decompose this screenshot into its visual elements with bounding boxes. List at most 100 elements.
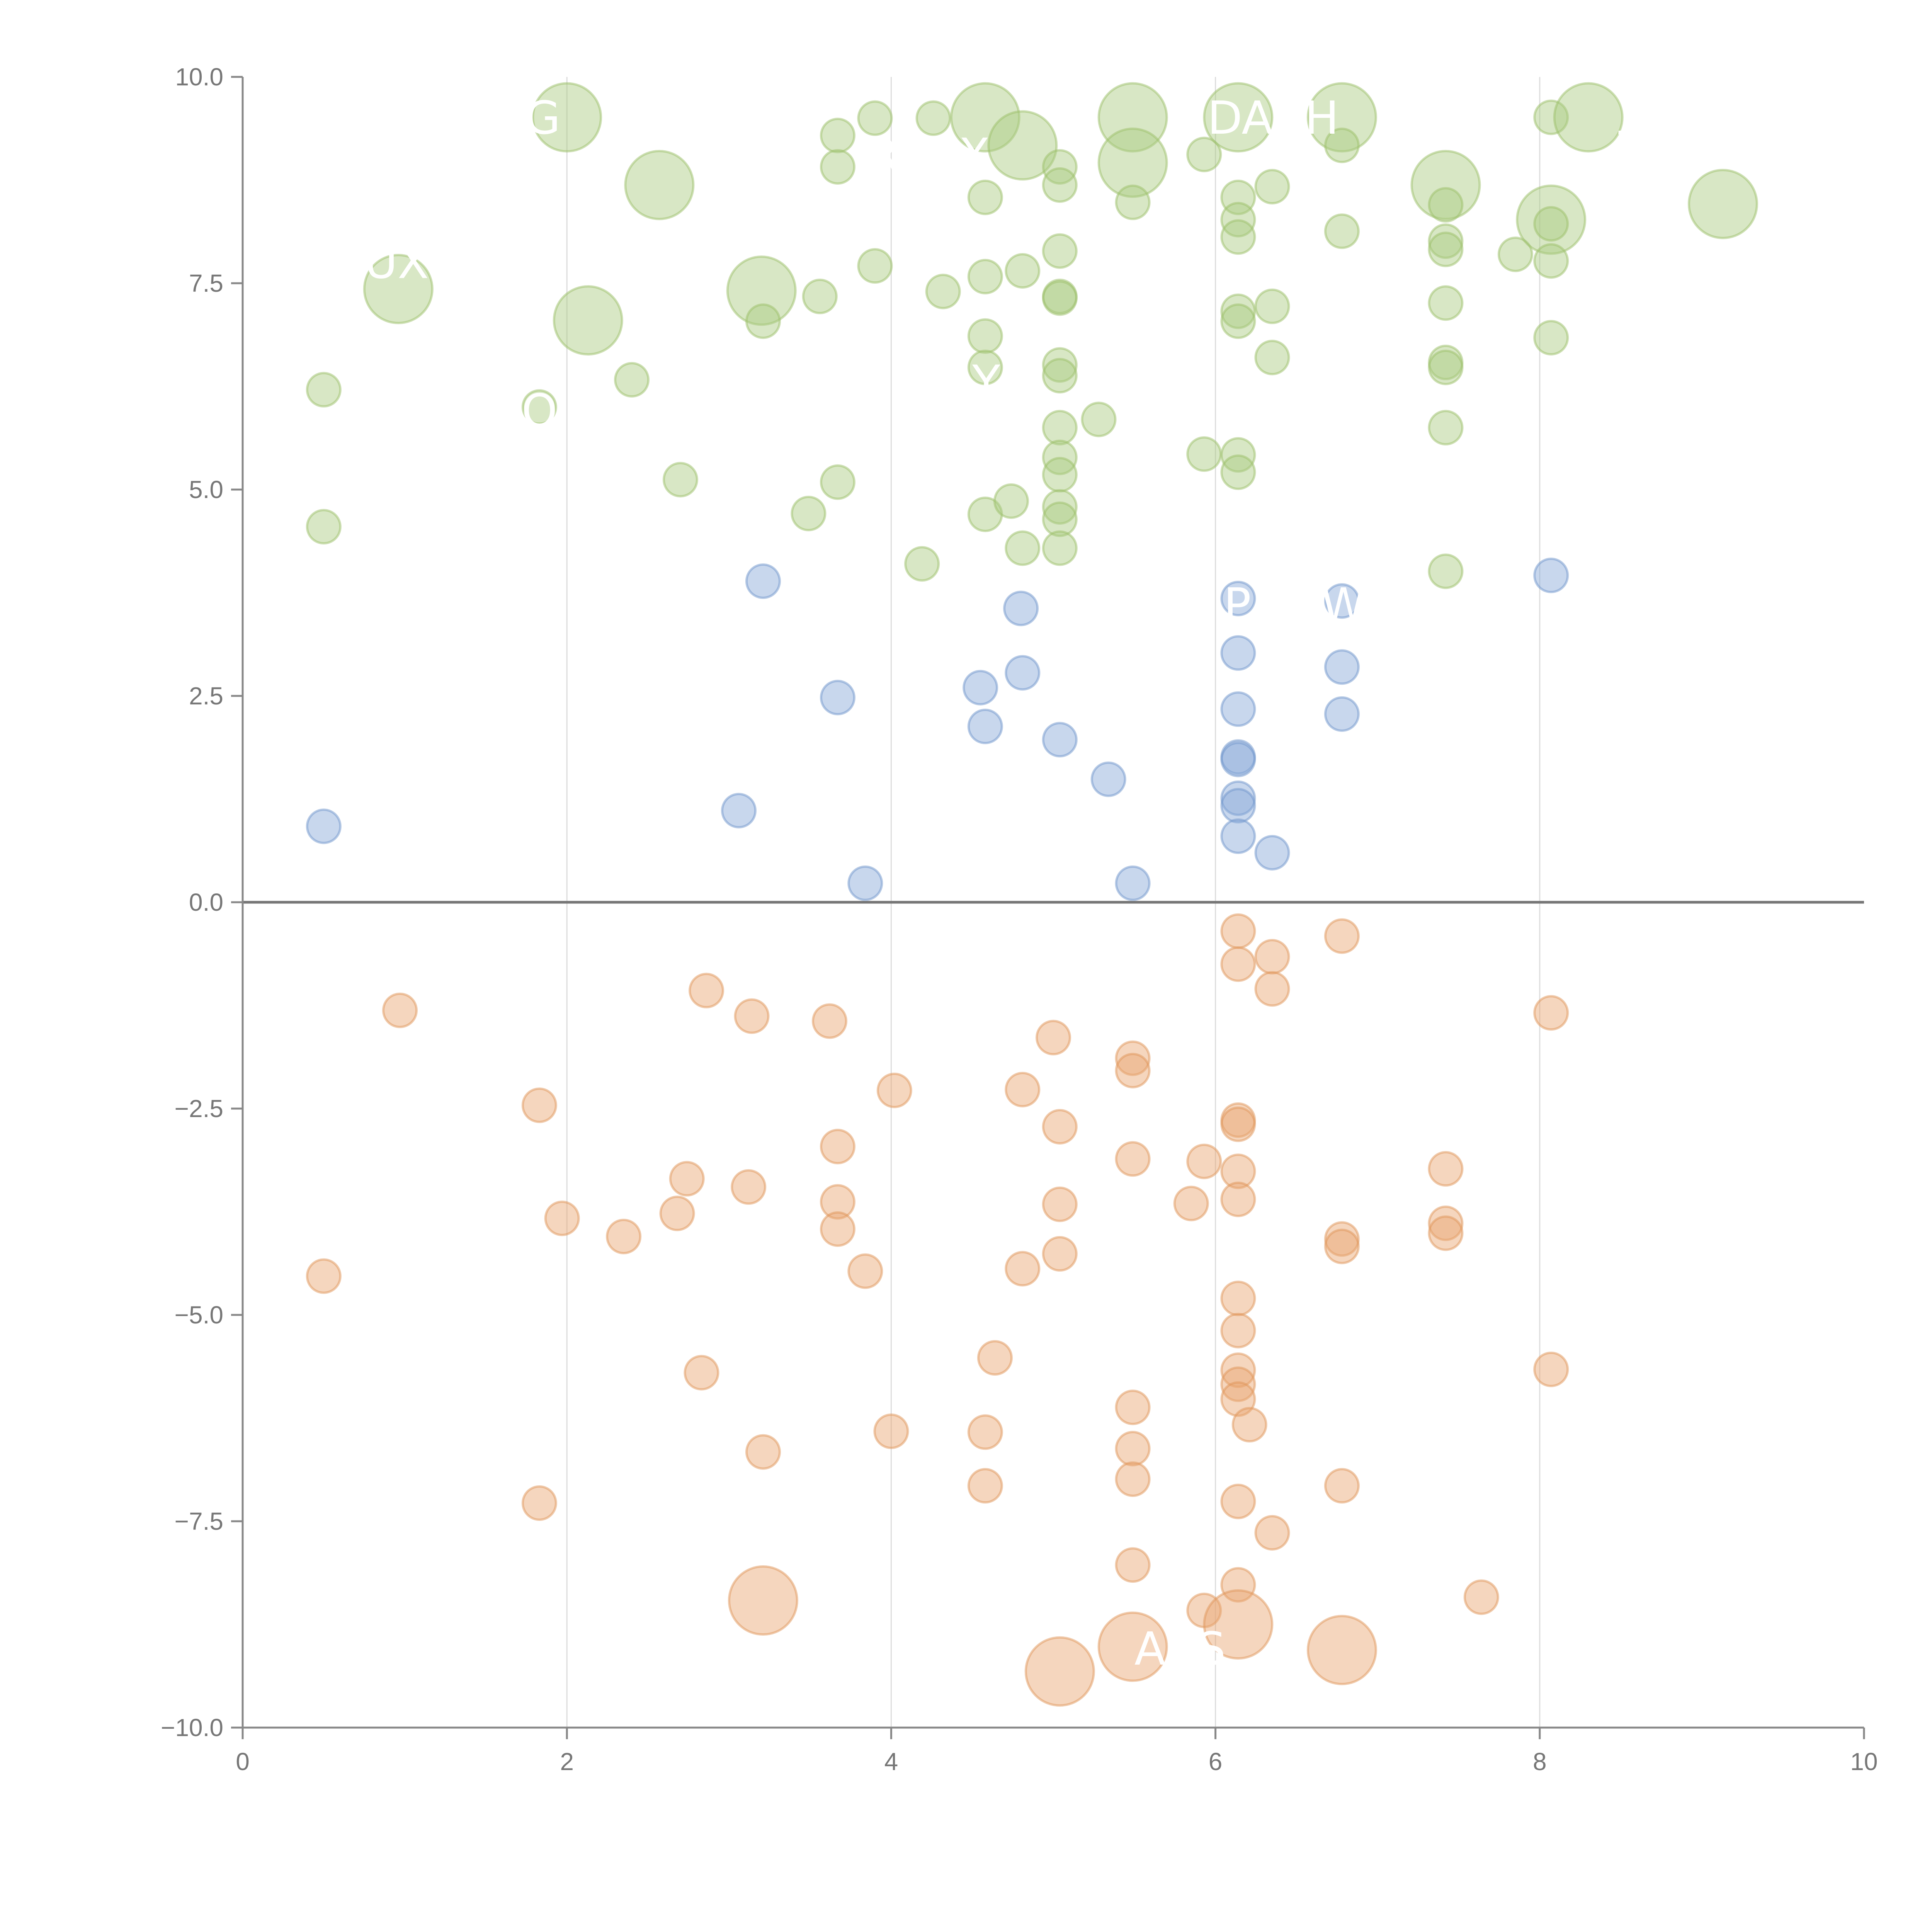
data-point <box>915 100 951 136</box>
data-point <box>820 149 855 185</box>
y-tick-label: 0.0 <box>189 888 223 916</box>
data-point <box>1324 918 1360 954</box>
annotations: VG RYDX DA H UX O Y J P W AXS <box>364 83 1634 1675</box>
data-point <box>857 100 893 136</box>
data-point <box>847 865 883 901</box>
data-point <box>820 680 855 716</box>
data-point <box>662 462 698 498</box>
data-point <box>1115 184 1151 220</box>
data-point <box>1005 1251 1041 1287</box>
data-point <box>1005 655 1041 691</box>
data-point <box>1533 1351 1569 1387</box>
data-point <box>1042 347 1078 383</box>
data-point <box>1220 635 1256 671</box>
data-point <box>532 82 602 153</box>
data-point <box>745 1434 781 1470</box>
data-point <box>1115 1389 1151 1425</box>
data-point <box>1005 253 1041 289</box>
data-point <box>1115 1141 1151 1177</box>
y-tick-label: −5.0 <box>175 1301 223 1329</box>
data-point <box>1428 187 1464 223</box>
data-point <box>820 464 855 500</box>
data-point <box>1324 1221 1360 1257</box>
data-point <box>1220 303 1256 339</box>
data-point <box>967 1468 1003 1504</box>
data-point <box>967 709 1003 745</box>
data-point <box>1115 865 1151 901</box>
data-point <box>1186 136 1222 172</box>
data-point <box>1097 128 1168 198</box>
data-point <box>521 389 557 425</box>
data-point <box>1324 583 1360 619</box>
data-point <box>1306 82 1377 153</box>
data-point <box>1220 1181 1256 1217</box>
data-point <box>1324 649 1360 685</box>
data-point <box>1115 1040 1151 1076</box>
data-point <box>1533 558 1569 594</box>
x-tick-label: 10 <box>1850 1748 1878 1776</box>
data-point <box>689 973 724 1009</box>
data-point <box>1042 149 1078 185</box>
data-point <box>1042 457 1078 493</box>
data-point <box>1254 288 1290 324</box>
data-point <box>1428 223 1464 259</box>
point-annotation: AXS <box>1134 1622 1226 1675</box>
data-point <box>1003 590 1039 626</box>
data-point <box>606 1219 642 1255</box>
data-point <box>726 255 797 326</box>
data-point <box>1042 233 1078 269</box>
data-point <box>1428 1151 1464 1187</box>
data-point <box>963 670 998 706</box>
data-point <box>1324 1228 1360 1264</box>
y-tick-label: 7.5 <box>189 269 223 297</box>
y-tick-label: −10.0 <box>161 1714 223 1742</box>
data-point <box>1042 1109 1078 1145</box>
point-annotation: VG <box>494 91 560 145</box>
data-point <box>1220 580 1256 616</box>
data-point <box>1254 340 1290 376</box>
grid-lines <box>243 77 1864 1728</box>
y-tick-label: 5.0 <box>189 476 223 503</box>
data-point <box>1115 1461 1151 1497</box>
data-point <box>1254 971 1290 1007</box>
data-point <box>1463 1579 1499 1615</box>
data-point <box>820 1184 855 1220</box>
data-point <box>873 1413 909 1449</box>
data-point <box>544 1201 580 1236</box>
data-point <box>1042 489 1078 525</box>
data-point <box>967 1414 1003 1450</box>
data-point <box>1186 436 1222 472</box>
data-point <box>363 253 434 324</box>
point-annotation: UX <box>364 236 429 289</box>
data-point <box>1428 1205 1464 1241</box>
data-points <box>306 82 1758 1707</box>
data-point <box>1324 213 1360 249</box>
x-tick-label: 4 <box>884 1748 898 1776</box>
y-tick-label: −2.5 <box>175 1095 223 1122</box>
data-point <box>791 495 827 531</box>
data-point <box>306 1258 342 1294</box>
x-tick-label: 2 <box>560 1748 574 1776</box>
data-point <box>1428 231 1464 267</box>
data-point <box>614 362 650 398</box>
data-point <box>1533 995 1569 1031</box>
data-point <box>1428 349 1464 385</box>
data-point <box>950 82 1020 153</box>
data-point <box>1173 1185 1209 1221</box>
data-point <box>1220 1106 1256 1142</box>
point-annotation: DA <box>1208 91 1273 145</box>
point-annotation: W <box>1321 578 1366 631</box>
data-point <box>1324 1468 1360 1504</box>
data-point <box>1533 206 1569 242</box>
data-point <box>802 279 838 315</box>
data-point <box>1428 285 1464 321</box>
point-annotation: RYDX <box>867 128 990 182</box>
data-point <box>382 992 418 1028</box>
data-point <box>659 1196 695 1231</box>
data-point <box>1203 1589 1274 1660</box>
data-point <box>728 1565 798 1636</box>
point-annotation: Y <box>972 355 1000 408</box>
data-point <box>745 303 781 339</box>
data-point <box>1687 168 1758 239</box>
